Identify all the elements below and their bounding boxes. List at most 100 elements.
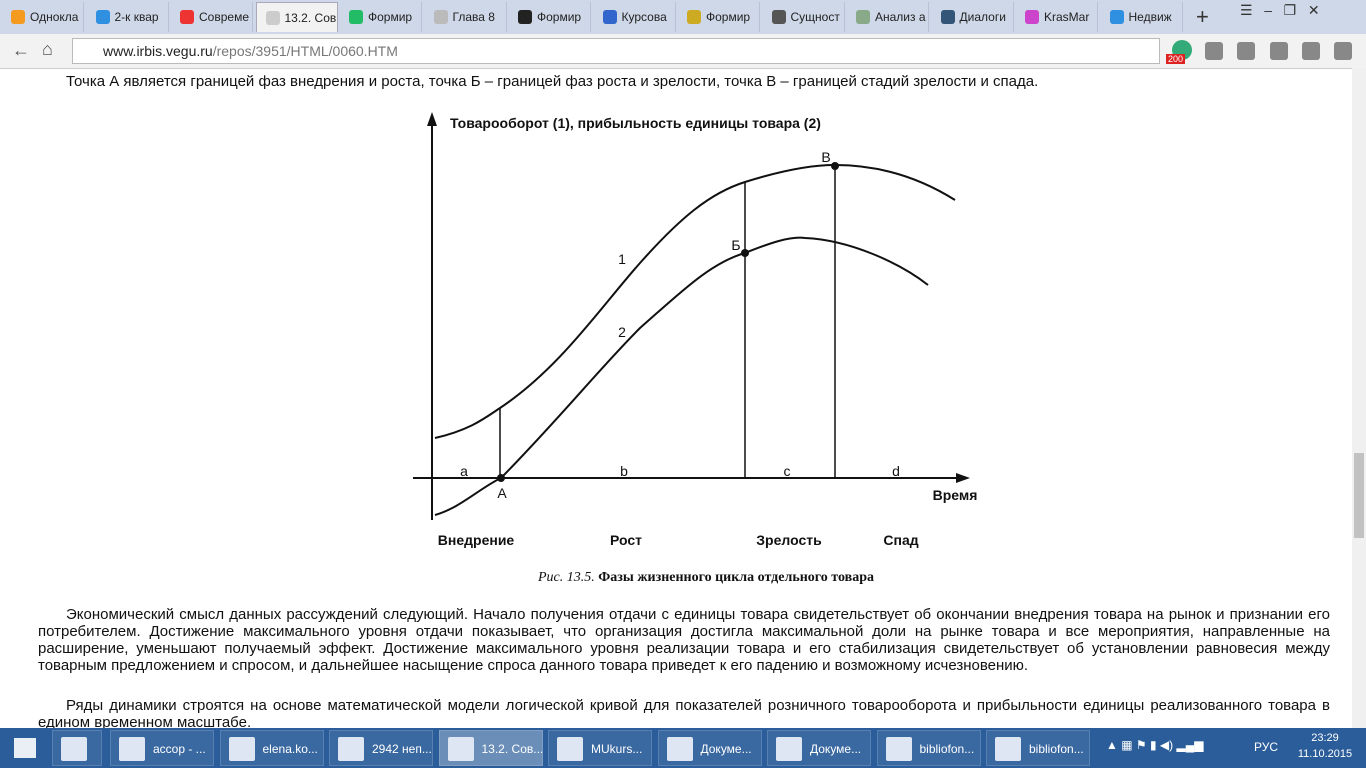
phase-label: Спад [883, 532, 918, 548]
browser-tab[interactable]: Глава 8 [425, 2, 507, 32]
browser-tab[interactable]: Курсова [594, 2, 676, 32]
segment-label: c [784, 463, 791, 479]
twitter-icon[interactable] [1302, 42, 1320, 60]
icon [771, 10, 786, 24]
back-button[interactable]: ← [12, 40, 30, 60]
facebook-icon[interactable] [1334, 42, 1352, 60]
taskbar-item[interactable]: 2942 неп... [329, 730, 433, 766]
taskbar-item[interactable]: elena.ko... [219, 730, 324, 766]
icon [666, 737, 693, 761]
browser-tab[interactable]: Недвиж [1101, 2, 1183, 32]
browser-tab-label: Глава 8 [452, 10, 495, 24]
paragraph: Точка А является границей фаз внедрения … [66, 73, 1039, 90]
browser-tab-label: KrasMar [1044, 10, 1090, 24]
taskbar-item[interactable]: 13.2. Сов... [438, 730, 543, 766]
icon [349, 10, 363, 24]
taskbar-item[interactable]: bibliofon... [986, 730, 1090, 766]
paragraph: Ряды динамики строятся на основе математ… [38, 697, 1330, 728]
point-b [741, 249, 749, 257]
browser-tab[interactable]: Формир [340, 2, 422, 32]
taskbar-item[interactable]: MUkurs... [548, 730, 652, 766]
browser-tab[interactable]: Однокла [2, 2, 84, 32]
browser-tab-label: Анализ а [875, 10, 926, 24]
caption-number: Рис. 13.5. [537, 570, 595, 585]
vk-icon[interactable] [1205, 42, 1223, 60]
browser-tab[interactable]: Анализ а [847, 2, 929, 32]
taskbar-item-label: accop - ... [153, 742, 206, 756]
curve-label: 2 [618, 324, 626, 340]
figure-caption: Рис. 13.5. Фазы жизненного цикла отдельн… [537, 570, 874, 585]
icon [602, 10, 617, 24]
taskbar-item[interactable]: Докуме... [767, 730, 871, 766]
phase-label: Рост [610, 532, 642, 548]
browser-tab-label: Формир [537, 10, 582, 24]
figure: Товарооборот (1), прибыльность единицы т… [413, 112, 978, 585]
taskbar-item[interactable]: bibliofon... [876, 730, 981, 766]
x-axis-label: Время [933, 487, 978, 503]
taskbar-item[interactable]: Докуме... [657, 730, 762, 766]
taskbar-item-label: 2942 неп... [372, 742, 432, 756]
browser-tab[interactable]: Сущност [763, 2, 845, 32]
browser-tab[interactable]: Диалоги [932, 2, 1014, 32]
taskbar-item-label: bibliofon... [1029, 742, 1084, 756]
browser-tab[interactable]: KrasMar [1016, 2, 1098, 32]
scroll-thumb[interactable] [1354, 453, 1364, 538]
phase-label: Внедрение [438, 532, 515, 548]
icon [518, 10, 532, 24]
clock-time[interactable]: 23:29 [1311, 732, 1339, 744]
browser-tab-label: 2-к квар [114, 10, 159, 24]
taskbar-item-label: 13.2. Сов... [481, 742, 543, 756]
point-label: А [497, 485, 507, 501]
taskbar-item-label: bibliofon... [919, 742, 975, 756]
taskbar-item-label: Докуме... [810, 742, 862, 756]
icon [1109, 10, 1124, 24]
x-arrow [956, 473, 970, 483]
browser-tab-label: Курсова [621, 10, 667, 24]
browser-tab-label: Диалоги [959, 10, 1006, 24]
clock-date[interactable]: 11.10.2015 [1297, 748, 1353, 760]
window-controls[interactable]: ☰ – ❐ ✕ [1240, 2, 1320, 18]
browser-tab[interactable]: 13.2. Сов [255, 2, 338, 32]
browser-tab[interactable]: Формир [509, 2, 591, 32]
icon [95, 10, 110, 24]
browser-tab-label: Сущност [790, 10, 840, 24]
icon [687, 10, 701, 24]
icon [557, 737, 583, 761]
address-path: /repos/3951/HTML/0060.HTM [212, 43, 398, 59]
point-label: Б [731, 237, 740, 253]
icon [885, 737, 912, 761]
browser-tab-label: 13.2. Сов [284, 11, 337, 25]
new-tab[interactable]: + [1196, 4, 1209, 29]
start-button[interactable] [14, 738, 36, 758]
icon [995, 737, 1021, 761]
smile-icon[interactable] [1270, 42, 1288, 60]
icon [180, 10, 194, 24]
taskbar-item[interactable]: accop - ... [110, 730, 214, 766]
icon [265, 11, 280, 25]
taskbar: ▲ ▦ ⚑ ▮ ◀) ▂▄▆ РУС 23:29 11.10.2015 acco… [0, 728, 1366, 768]
home-button[interactable]: ⌂ [42, 39, 53, 59]
icon [1025, 10, 1039, 24]
scrollbar[interactable] [1352, 68, 1366, 728]
address-host: www.irbis.vegu.ru [103, 43, 213, 59]
browser-tab-label: Формир [368, 10, 413, 24]
language[interactable]: РУС [1254, 740, 1279, 754]
taskbar-calculator[interactable] [52, 730, 102, 766]
icon [940, 10, 955, 24]
browser-tab[interactable]: Совреме [171, 2, 253, 32]
browser-tab[interactable]: Формир [678, 2, 760, 32]
address-bar[interactable]: www.irbis.vegu.ru/repos/3951/HTML/0060.H… [72, 38, 1160, 64]
caption-text: Фазы жизненного цикла отдельного товара [598, 570, 874, 585]
ok-icon[interactable] [1237, 42, 1255, 60]
browser-tab[interactable]: 2-к квар [87, 2, 169, 32]
icon [776, 737, 802, 761]
taskbar-item-label: Докуме... [700, 742, 752, 756]
curve-1 [434, 163, 956, 439]
tray-icons[interactable]: ▲ ▦ ⚑ ▮ ◀) ▂▄▆ [1106, 738, 1204, 752]
icon [228, 737, 255, 761]
icon [338, 737, 364, 761]
segment-label: b [620, 463, 628, 479]
segment-label: a [460, 463, 468, 479]
phase-label: Зрелость [756, 532, 822, 548]
